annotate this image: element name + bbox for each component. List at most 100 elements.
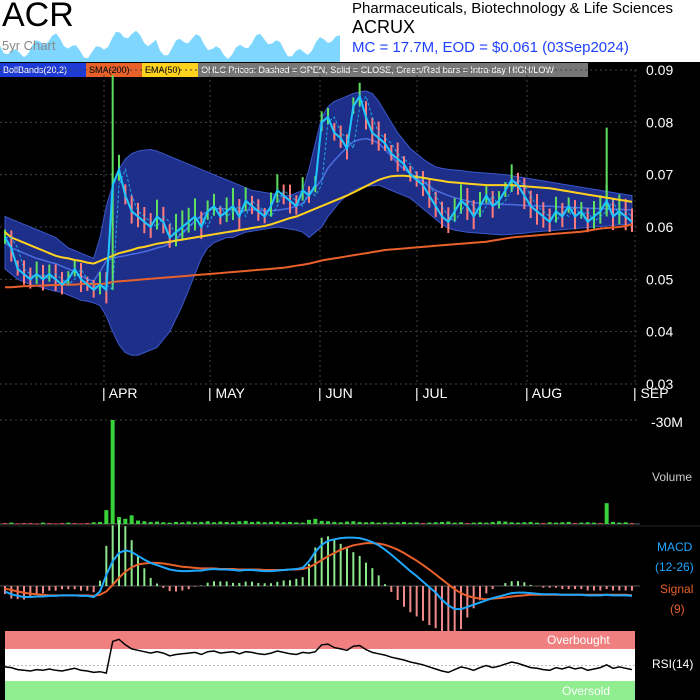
ticker-symbol: ACR (2, 0, 74, 34)
volume-bar (9, 522, 14, 524)
volume-bar (224, 521, 229, 524)
macd-line (4, 536, 633, 611)
oversold-zone (5, 681, 635, 700)
volume-bar (446, 521, 451, 524)
legend-ohlc: OHLC Prices: Dashed = OPEN, Solid = CLOS… (198, 63, 588, 77)
volume-bar (554, 522, 558, 524)
overbought-label: Overbought (547, 633, 610, 647)
volume-label: Volume (652, 470, 692, 484)
volume-tick-label: -30M (651, 414, 683, 430)
volume-bar (180, 522, 185, 524)
volume-bar (389, 522, 394, 524)
volume-bar (503, 521, 508, 524)
volume-bar (22, 522, 26, 524)
price-tick-label: 0.09 (646, 62, 673, 78)
close-price-line (4, 93, 633, 292)
volume-bar (421, 522, 425, 524)
volume-bar (161, 522, 166, 524)
volume-bar (459, 522, 463, 524)
market-cap-line: MC = 17.7M, EOD = $0.061 (03Sep2024) (352, 39, 629, 56)
month-label: | MAY (208, 385, 245, 401)
overbought-zone (5, 631, 635, 649)
volume-bar (129, 515, 134, 524)
volume-bar (148, 521, 153, 524)
volume-bar (72, 522, 77, 524)
volume-bar (91, 522, 96, 524)
volume-bar (402, 521, 406, 524)
volume-bar (497, 521, 501, 524)
volume-bar (364, 522, 368, 524)
volume-bar (465, 522, 470, 524)
volume-bar (383, 522, 387, 524)
macd-panel: MACD (12-26) Signal (9) (0, 520, 694, 639)
macd-label: MACD (657, 540, 693, 554)
volume-bar (275, 521, 280, 524)
volume-bar (528, 521, 533, 524)
price-tick-label: 0.08 (646, 114, 673, 130)
volume-bar (585, 522, 590, 524)
volume-bar (186, 521, 191, 524)
volume-bar (345, 521, 349, 524)
volume-bar (408, 522, 413, 524)
legend-sma: SMA(200) (86, 63, 142, 77)
macd-params: (12-26) (655, 560, 694, 574)
price-panel: 0.09 0.08 0.07 0.06 0.05 0.04 0.03 | APR | MAY | … (0, 62, 673, 401)
volume-bar (294, 522, 299, 524)
volume-bar (433, 522, 438, 524)
volume-bar (598, 522, 603, 524)
volume-bar (592, 522, 596, 524)
volume-bar (243, 520, 248, 524)
chart-period-label: 5yr Chart (2, 38, 56, 53)
volume-bar (41, 522, 45, 524)
volume-bar (3, 522, 7, 524)
signal-line (4, 542, 633, 601)
price-tick-label: 0.05 (646, 271, 673, 287)
volume-bar (231, 522, 235, 524)
volume-bar (611, 521, 615, 524)
sma-line (5, 223, 633, 289)
company-name: ACRUX (352, 17, 416, 37)
volume-bar (427, 522, 432, 524)
month-label: | JUN (318, 385, 353, 401)
volume-bar (370, 521, 375, 524)
volume-bar (212, 522, 216, 524)
volume-bar (300, 522, 305, 524)
volume-bar (484, 522, 489, 524)
volume-bar (478, 522, 482, 524)
rsi-neutral-zone (5, 649, 635, 681)
price-tick-label: 0.04 (646, 324, 673, 340)
volume-bar (395, 522, 400, 524)
volume-bar (281, 522, 286, 524)
signal-label: Signal (660, 582, 693, 596)
price-tick-label: 0.03 (646, 376, 673, 392)
volume-bar (79, 523, 83, 525)
price-tick-label: 0.06 (646, 219, 673, 235)
volume-bar (142, 521, 147, 524)
volume-bar (218, 521, 223, 524)
volume-bar (535, 522, 539, 524)
volume-bar (490, 521, 495, 524)
ema-line (4, 174, 633, 265)
volume-bar (319, 520, 324, 524)
volume-bar (357, 521, 362, 524)
volume-bar (199, 521, 204, 524)
volume-bar (566, 521, 571, 524)
volume-bar (579, 522, 584, 524)
rsi-panel: Overbought Oversold RSI(14) (4, 631, 693, 700)
volume-bar (250, 521, 254, 524)
month-label: | JUL (415, 385, 448, 401)
volume-bar (28, 522, 33, 524)
rsi-line (4, 638, 633, 674)
volume-bar (269, 521, 273, 524)
volume-bar (66, 522, 71, 524)
volume-bar (98, 521, 102, 524)
volume-bar (509, 522, 514, 524)
volume-bar (205, 521, 210, 524)
volume-bar (15, 523, 20, 525)
volume-bar (104, 510, 109, 524)
volume-bar (604, 503, 609, 524)
volume-bar (155, 521, 159, 524)
volume-bar (174, 521, 178, 524)
month-label: | SEP (633, 385, 669, 401)
